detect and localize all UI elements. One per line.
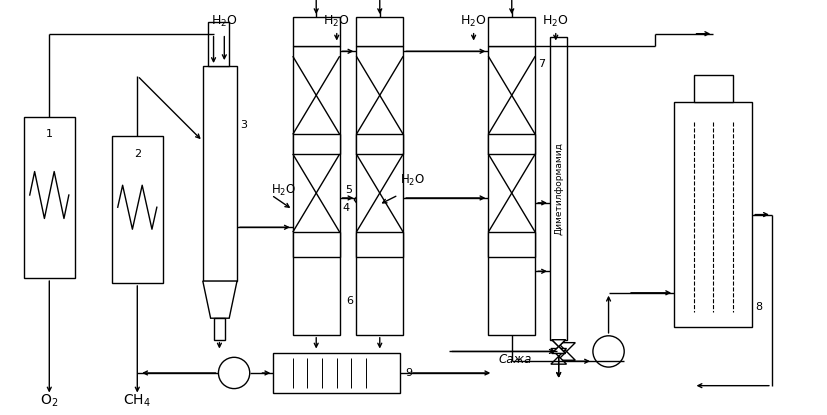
Bar bbox=[208, 22, 229, 66]
Text: 3: 3 bbox=[240, 120, 247, 129]
Text: H$_2$O: H$_2$O bbox=[271, 183, 296, 198]
Bar bbox=[356, 134, 404, 154]
Text: 2: 2 bbox=[134, 149, 141, 159]
Text: 6: 6 bbox=[347, 295, 353, 305]
Polygon shape bbox=[551, 349, 566, 356]
Bar bbox=[203, 66, 237, 281]
Text: 4: 4 bbox=[342, 203, 350, 213]
Bar bbox=[293, 46, 340, 335]
Bar bbox=[550, 37, 567, 340]
Polygon shape bbox=[557, 343, 576, 352]
Bar bbox=[488, 232, 535, 256]
Text: H$_2$O: H$_2$O bbox=[543, 13, 569, 29]
Polygon shape bbox=[354, 171, 397, 229]
Text: O$_2$: O$_2$ bbox=[41, 392, 59, 408]
Bar bbox=[112, 137, 163, 283]
Bar bbox=[356, 232, 404, 256]
Polygon shape bbox=[557, 352, 576, 360]
Text: 9: 9 bbox=[405, 368, 413, 378]
Bar bbox=[213, 318, 225, 340]
Polygon shape bbox=[552, 347, 566, 354]
Bar bbox=[674, 102, 753, 327]
Text: H$_2$O: H$_2$O bbox=[323, 13, 350, 29]
Bar bbox=[293, 134, 340, 154]
Bar bbox=[273, 354, 400, 393]
Polygon shape bbox=[552, 347, 566, 354]
Bar bbox=[488, 46, 535, 335]
Text: Сажа: Сажа bbox=[498, 353, 532, 366]
Text: H$_2$O: H$_2$O bbox=[461, 13, 487, 29]
Bar bbox=[293, 232, 340, 256]
Bar bbox=[293, 17, 340, 46]
Text: Диметилформамид: Диметилформамид bbox=[554, 142, 563, 234]
Polygon shape bbox=[203, 281, 237, 318]
Polygon shape bbox=[551, 356, 566, 364]
Text: H$_2$O: H$_2$O bbox=[211, 13, 237, 29]
Bar bbox=[488, 17, 535, 46]
Bar bbox=[24, 117, 74, 278]
Text: 5: 5 bbox=[345, 185, 352, 195]
Text: 8: 8 bbox=[755, 303, 762, 312]
Bar bbox=[356, 46, 404, 335]
Text: CH$_4$: CH$_4$ bbox=[123, 392, 151, 408]
Text: H$_2$O: H$_2$O bbox=[400, 173, 425, 188]
Polygon shape bbox=[552, 340, 566, 347]
Bar bbox=[356, 17, 404, 46]
Polygon shape bbox=[552, 340, 566, 347]
Circle shape bbox=[593, 336, 624, 367]
Bar bbox=[488, 134, 535, 154]
Circle shape bbox=[218, 357, 250, 388]
Text: 7: 7 bbox=[538, 59, 545, 69]
Text: 1: 1 bbox=[45, 129, 53, 139]
Bar bbox=[694, 75, 733, 102]
